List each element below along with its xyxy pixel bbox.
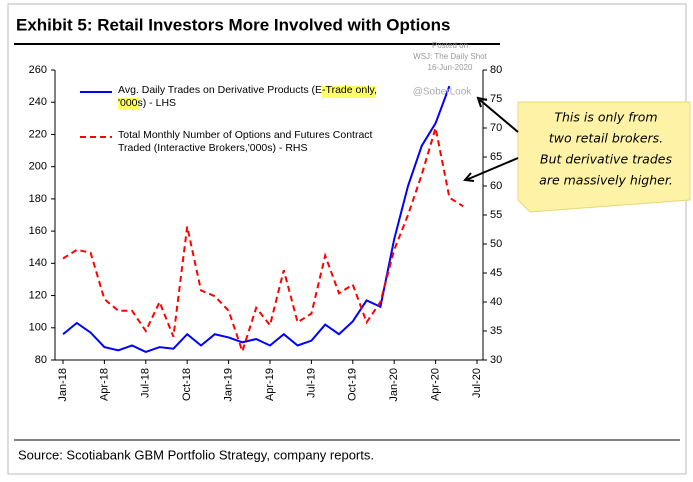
annotation-line: two retail brokers. xyxy=(549,131,663,146)
legend-entry: Total Monthly Number of Options and Futu… xyxy=(118,129,373,154)
highlight xyxy=(118,98,140,110)
x-tick-label: Oct-18 xyxy=(181,368,193,401)
arrow xyxy=(465,157,519,181)
arrow-head xyxy=(463,172,475,182)
sticky-note: This is only from two retail brokers. But … xyxy=(517,101,691,213)
y-tick-label: 100 xyxy=(29,322,47,334)
x-tick-label: Jul-20 xyxy=(471,368,483,398)
watermark: WSJ: The Daily Shot xyxy=(413,52,487,61)
y-tick-label: 180 xyxy=(29,193,47,205)
x-tick-label: Jul-19 xyxy=(305,368,317,398)
x-tick-label: Jan-18 xyxy=(57,368,69,402)
y-tick-label: 80 xyxy=(35,354,47,366)
annotation-line: This is only from xyxy=(554,110,657,125)
y-tick-label: 260 xyxy=(29,64,47,76)
y2-tick-label: 35 xyxy=(490,325,502,337)
x-tick-label: Jul-18 xyxy=(140,368,152,398)
highlight xyxy=(322,86,376,98)
arrow xyxy=(479,99,519,133)
y2-tick-label: 55 xyxy=(490,209,502,221)
y-tick-label: 140 xyxy=(29,257,47,269)
y2-tick-label: 70 xyxy=(490,122,502,134)
y-tick-label: 200 xyxy=(29,161,47,173)
x-tick-label: Apr-19 xyxy=(264,368,276,401)
y-tick-label: 120 xyxy=(29,289,47,301)
frame xyxy=(7,3,687,475)
y-tick-label: 240 xyxy=(29,96,47,108)
x-tick-label: Apr-20 xyxy=(430,368,442,401)
x-tick-label: Apr-18 xyxy=(98,368,110,401)
y2-tick-label: 30 xyxy=(490,354,502,366)
y2-tick-label: 75 xyxy=(490,93,502,105)
annotation-line: But derivative trades xyxy=(540,152,672,167)
y2-tick-label: 80 xyxy=(490,64,502,76)
x-tick-label: Jan-19 xyxy=(223,368,235,402)
y-tick-label: 160 xyxy=(29,225,47,237)
legend-label: Total Monthly Number of Options and Futu… xyxy=(118,129,373,154)
series-line xyxy=(62,127,464,355)
y2-tick-label: 45 xyxy=(490,267,502,279)
watermark-handle: @SoberLook xyxy=(413,87,473,98)
watermark: 16-Jun-2020 xyxy=(428,63,473,72)
y2-tick-label: 65 xyxy=(490,151,502,163)
legend-entry: Avg. Daily Trades on Derivative Products… xyxy=(118,84,377,109)
series-line xyxy=(62,85,451,354)
y2-tick-label: 50 xyxy=(490,238,502,250)
y2-tick-label: 60 xyxy=(490,180,502,192)
x-tick-label: Jan-20 xyxy=(388,368,400,402)
x-tick-label: Oct-19 xyxy=(347,368,359,401)
annotation-line: are massively higher. xyxy=(539,173,673,188)
legend-label: Avg. Daily Trades on Derivative Products… xyxy=(118,84,377,109)
watermark: Posted on xyxy=(432,41,468,50)
source: Source: Scotiabank GBM Portfolio Strateg… xyxy=(18,447,374,462)
y-tick-label: 220 xyxy=(29,128,47,140)
y2-tick-label: 40 xyxy=(490,296,502,308)
chart-title: Exhibit 5: Retail Investors More Involve… xyxy=(16,15,451,34)
